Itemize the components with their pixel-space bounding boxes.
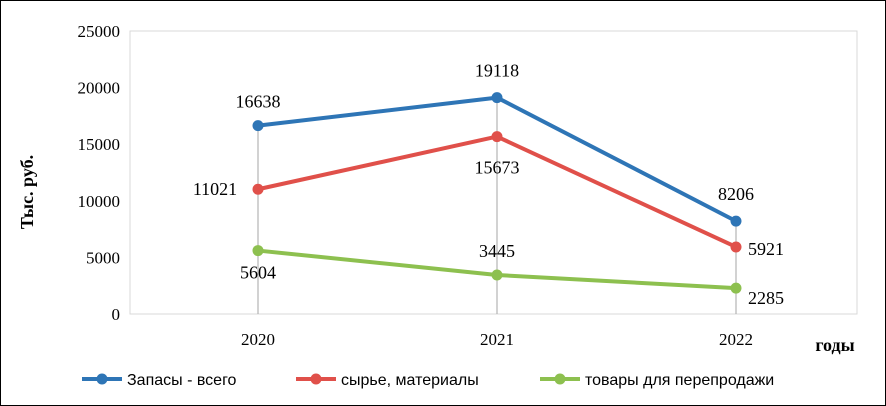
y-tick-label: 20000 [78, 79, 121, 98]
legend-marker [554, 373, 566, 385]
y-tick-label: 0 [112, 305, 121, 324]
legend-marker [96, 373, 108, 385]
data-point [491, 131, 503, 143]
y-axis-label: Тыс. руб. [17, 155, 37, 229]
data-point [252, 183, 264, 195]
legend: Запасы - всего сырье, материалы товары для… [82, 372, 774, 389]
data-point [491, 269, 503, 281]
drop-lines [257, 97, 737, 314]
x-tick-label: 2020 [241, 330, 275, 349]
series-points [252, 92, 742, 294]
data-point [252, 120, 264, 132]
data-point [730, 215, 742, 227]
legend-label: Запасы - всего [127, 372, 237, 389]
data-label: 8206 [718, 184, 754, 204]
data-point [252, 245, 264, 257]
data-label: 11021 [193, 179, 237, 199]
data-label: 2285 [748, 288, 784, 308]
y-tick-label: 5000 [86, 248, 120, 267]
y-axis-ticks: 0 5000 10000 15000 20000 25000 [78, 22, 121, 324]
y-tick-label: 25000 [78, 22, 121, 41]
data-point [730, 241, 742, 253]
data-point [491, 92, 503, 104]
data-label: 15673 [475, 158, 520, 178]
data-label: 5604 [240, 263, 276, 283]
data-label: 3445 [479, 241, 515, 261]
data-label: 5921 [748, 239, 784, 259]
y-tick-label: 10000 [78, 192, 121, 211]
plot-border [129, 30, 858, 315]
data-label: 19118 [475, 61, 519, 81]
legend-item: Запасы - всего [82, 372, 237, 389]
data-labels: 16638 19118 8206 11021 15673 5921 5604 3445 2285 [193, 61, 784, 309]
x-tick-label: 2021 [480, 330, 514, 349]
y-tick-label: 15000 [78, 135, 121, 154]
legend-marker [310, 373, 322, 385]
legend-label: сырье, материалы [341, 372, 479, 389]
data-point [730, 282, 742, 294]
legend-item: товары для перепродажи [540, 372, 774, 389]
legend-label: товары для перепродажи [585, 372, 774, 389]
plot-area [129, 30, 858, 315]
x-axis-ticks: 2020 2021 2022 [241, 330, 753, 349]
x-tick-label: 2022 [719, 330, 753, 349]
legend-item: сырье, материалы [296, 372, 479, 389]
data-label: 16638 [236, 92, 281, 112]
x-axis-label: годы [815, 335, 854, 355]
